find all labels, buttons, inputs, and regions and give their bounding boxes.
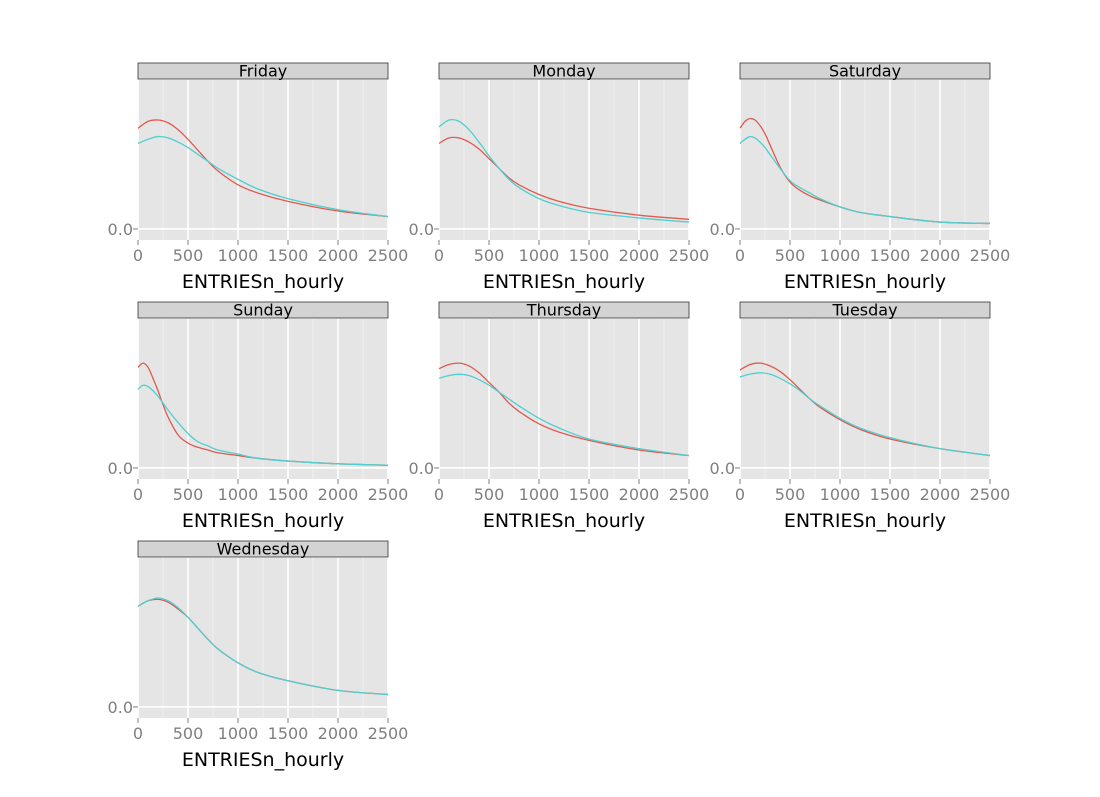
x-tick-label: 500 <box>474 246 505 265</box>
x-tick-label: 2000 <box>920 246 961 265</box>
density-line-series_a <box>438 362 690 457</box>
x-tick-label: 1000 <box>218 724 259 743</box>
x-tick-label: 1500 <box>569 485 610 504</box>
facet-title: Tuesday <box>831 301 897 320</box>
x-tick-label: 0 <box>133 485 143 504</box>
x-tick-label: 500 <box>775 246 806 265</box>
facet-strip <box>137 62 389 80</box>
x-tick-label: 0 <box>735 485 745 504</box>
x-tick-label: 2000 <box>619 246 660 265</box>
facet-title: Friday <box>239 62 288 81</box>
x-tick-label: 1500 <box>268 485 309 504</box>
x-axis-label: ENTRIESn_hourly <box>182 510 344 532</box>
x-tick-label: 1500 <box>870 485 911 504</box>
facet-saturday: Saturday 0.00 500 1000 1500 2000 2500 ENTRIESn_… <box>710 62 1011 294</box>
x-tick-label: 1000 <box>218 246 259 265</box>
y-tick-label: 0.0 <box>710 459 735 478</box>
x-axis-label: ENTRIESn_hourly <box>784 271 946 293</box>
x-tick-label: 1000 <box>820 485 861 504</box>
facet-strip <box>739 62 991 80</box>
facet-title: Thursday <box>526 301 601 320</box>
facet-friday: Friday 0.00 500 1000 1500 2000 2500 ENTRIESn_ho… <box>108 62 409 294</box>
x-tick-label: 500 <box>775 485 806 504</box>
x-tick-label: 1000 <box>519 485 560 504</box>
facet-strip <box>137 301 389 319</box>
x-axis-label: ENTRIESn_hourly <box>784 510 946 532</box>
facet-monday: Monday 0.00 500 1000 1500 2000 2500 ENTRIESn_ho… <box>409 62 710 294</box>
y-tick-label: 0.0 <box>108 698 133 717</box>
x-tick-label: 1000 <box>218 485 259 504</box>
facet-title: Sunday <box>233 301 293 320</box>
facet-tuesday: Tuesday 0.00 500 1000 1500 2000 2500 ENTRIESn_h… <box>710 301 1011 533</box>
density-line-series_b <box>137 135 389 218</box>
x-tick-label: 500 <box>173 724 204 743</box>
x-tick-label: 1500 <box>268 246 309 265</box>
x-axis-label: ENTRIESn_hourly <box>483 271 645 293</box>
x-tick-label: 0 <box>434 246 444 265</box>
y-tick-label: 0.0 <box>409 220 434 239</box>
density-line-series_a <box>137 119 389 218</box>
x-tick-label: 2500 <box>970 485 1011 504</box>
x-tick-label: 2000 <box>920 485 961 504</box>
facet-strip <box>438 62 690 80</box>
x-tick-label: 1000 <box>519 246 560 265</box>
x-tick-label: 2500 <box>669 246 710 265</box>
facet-sunday: Sunday 0.00 500 1000 1500 2000 2500 ENTRIESn_ho… <box>108 301 409 533</box>
x-tick-label: 2500 <box>368 724 409 743</box>
facet-title: Wednesday <box>217 540 310 559</box>
y-tick-label: 0.0 <box>108 459 133 478</box>
y-tick-label: 0.0 <box>108 220 133 239</box>
density-line-series_b <box>438 373 690 457</box>
x-tick-label: 2500 <box>970 246 1011 265</box>
x-tick-label: 1000 <box>820 246 861 265</box>
x-tick-label: 1500 <box>569 246 610 265</box>
facet-wednesday: Wednesday 0.00 500 1000 1500 2000 2500 ENTRIESn… <box>108 540 409 772</box>
x-tick-label: 2500 <box>669 485 710 504</box>
x-tick-label: 0 <box>133 724 143 743</box>
x-tick-label: 500 <box>173 485 204 504</box>
x-tick-label: 2000 <box>318 246 359 265</box>
x-tick-label: 0 <box>434 485 444 504</box>
y-tick-label: 0.0 <box>710 220 735 239</box>
x-axis-label: ENTRIESn_hourly <box>182 271 344 293</box>
density-line-series_b <box>137 597 389 696</box>
density-line-series_b <box>739 372 991 457</box>
x-tick-label: 2000 <box>318 485 359 504</box>
x-tick-label: 500 <box>474 485 505 504</box>
x-tick-label: 500 <box>173 246 204 265</box>
x-tick-label: 2500 <box>368 485 409 504</box>
x-tick-label: 0 <box>133 246 143 265</box>
x-tick-label: 1500 <box>268 724 309 743</box>
density-line-series_b <box>739 135 991 225</box>
x-axis-label: ENTRIESn_hourly <box>182 749 344 771</box>
density-line-series_b <box>137 384 389 466</box>
x-tick-label: 1500 <box>870 246 911 265</box>
x-tick-label: 0 <box>735 246 745 265</box>
x-axis-label: ENTRIESn_hourly <box>483 510 645 532</box>
facet-title: Saturday <box>829 62 901 81</box>
facet-strip <box>137 540 389 558</box>
density-line-series_b <box>438 118 690 223</box>
facet-title: Monday <box>532 62 595 81</box>
x-tick-label: 2000 <box>619 485 660 504</box>
facet-thursday: Thursday 0.00 500 1000 1500 2000 2500 ENTRIESn_… <box>409 301 710 533</box>
y-tick-label: 0.0 <box>409 459 434 478</box>
facet-strip <box>438 301 690 319</box>
facet-strip <box>739 301 991 319</box>
x-tick-label: 2500 <box>368 246 409 265</box>
x-tick-label: 2000 <box>318 724 359 743</box>
